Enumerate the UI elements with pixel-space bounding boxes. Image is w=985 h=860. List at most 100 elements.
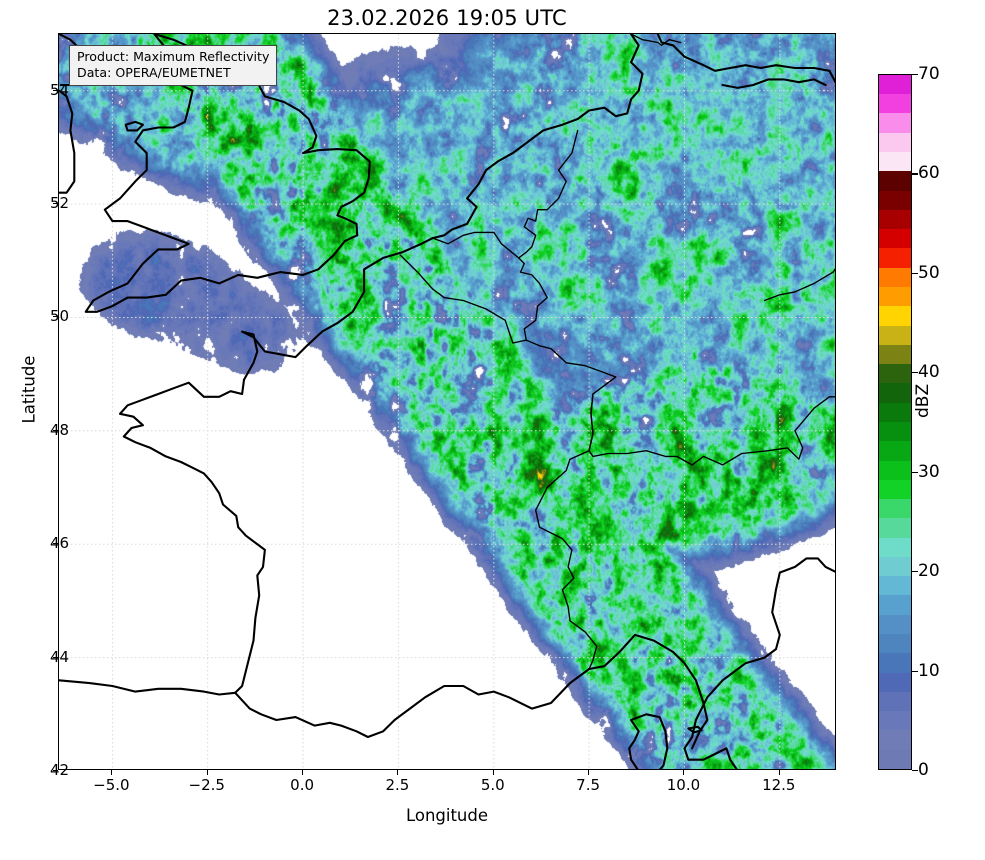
colorbar-band [879, 595, 911, 615]
colorbar-tick-label: 30 [918, 461, 940, 482]
colorbar-band [879, 152, 911, 172]
colorbar-band [879, 306, 911, 326]
x-tick-mark [206, 770, 208, 775]
map-gridlines [59, 34, 835, 769]
x-tick-mark [302, 770, 304, 775]
colorbar-band [879, 248, 911, 268]
border-german-baltic [721, 78, 827, 89]
x-axis-label: Longitude [405, 806, 489, 825]
x-tick-label: −5.0 [93, 776, 130, 794]
colorbar-tick-mark [912, 372, 918, 374]
colorbar-band [879, 190, 911, 210]
colorbar-band [879, 132, 911, 152]
colorbar-band [879, 730, 911, 750]
colorbar-band [879, 325, 911, 345]
colorbar-band [879, 113, 911, 133]
border-elba [687, 725, 703, 734]
colorbar-band [879, 383, 911, 403]
x-tick-mark [588, 770, 590, 775]
x-tick-label: 2.5 [385, 776, 410, 794]
x-tick-label: 12.5 [762, 776, 796, 794]
colorbar-tick-mark [912, 670, 918, 672]
colorbar-band [879, 421, 911, 442]
colorbar-band [879, 634, 911, 654]
border-alps-italy-border [234, 667, 591, 739]
country-borders-layer [59, 34, 835, 769]
colorbar-tick-mark [912, 571, 918, 573]
figure-title: 23.02.2026 19:05 UTC [327, 6, 567, 30]
colorbar-bands [879, 75, 911, 769]
colorbar-band [879, 460, 911, 480]
colorbar-band [879, 672, 911, 692]
y-tick-mark [53, 429, 58, 431]
colorbar-band [879, 691, 911, 712]
product-info-box: Product: Maximum Reflectivity Data: OPER… [69, 45, 278, 87]
x-tick-mark [778, 770, 780, 775]
colorbar-band [879, 75, 911, 95]
border-belgium-nl-border [432, 231, 520, 259]
colorbar-tick-mark [912, 471, 918, 473]
colorbar-tick-label: 40 [918, 362, 940, 383]
y-tick-mark [53, 543, 58, 545]
colorbar-tick-label: 10 [918, 660, 940, 681]
colorbar-band [879, 267, 911, 287]
colorbar-band [879, 576, 911, 596]
colorbar-tick-mark [912, 74, 918, 76]
colorbar-band [879, 479, 911, 500]
x-tick-mark [397, 770, 399, 775]
colorbar-band [879, 614, 911, 635]
colorbar-band [879, 556, 911, 577]
x-tick-label: 7.5 [576, 776, 601, 794]
y-tick-mark [53, 89, 58, 91]
border-german-north-border [630, 34, 682, 46]
map-axes: Product: Maximum Reflectivity Data: OPER… [58, 33, 836, 770]
colorbar-band [879, 209, 911, 230]
colorbar-band [879, 402, 911, 422]
colorbar-band [879, 94, 911, 114]
y-tick-mark [53, 316, 58, 318]
radar-reflectivity-layer [59, 34, 835, 769]
colorbar-tick-label: 70 [918, 64, 940, 84]
border-corsica [628, 713, 669, 769]
colorbar-band [879, 537, 911, 557]
colorbar-band [879, 653, 911, 673]
border-netherlands-border [517, 129, 835, 466]
colorbar-band [879, 749, 911, 769]
x-tick-label: 5.0 [480, 776, 505, 794]
colorbar-band [879, 344, 911, 365]
border-czech-border [763, 268, 835, 302]
border-france-brittany [118, 237, 434, 546]
border-benelux-coast [431, 34, 644, 240]
border-italy-adriatic [683, 557, 835, 769]
colorbar-band [879, 518, 911, 538]
x-tick-mark [111, 770, 113, 775]
border-scotland-ne [84, 34, 371, 313]
colorbar-band [879, 441, 911, 461]
infobox-product-line: Product: Maximum Reflectivity [77, 49, 270, 64]
colorbar-band [879, 229, 911, 249]
colorbar [878, 74, 912, 770]
border-france-east-border [535, 376, 617, 670]
colorbar-tick-label: 50 [918, 262, 940, 283]
y-tick-mark [53, 656, 58, 658]
border-denmark-jutland [656, 34, 835, 84]
border-ireland-east [59, 89, 76, 194]
colorbar-band [879, 171, 911, 191]
y-tick-mark [53, 203, 58, 205]
x-tick-label: 10.0 [666, 776, 701, 794]
colorbar-band [879, 711, 911, 731]
colorbar-tick-mark [912, 272, 918, 275]
x-tick-label: 0.0 [290, 776, 315, 794]
infobox-data-line: Data: OPERA/EUMETNET [77, 65, 231, 81]
border-italy-ligurian [588, 633, 709, 750]
colorbar-tick-label: 20 [918, 561, 940, 582]
border-france-west [59, 543, 266, 696]
colorbar-tick-mark [912, 770, 918, 772]
border-anglesey [124, 120, 144, 132]
colorbar-band [879, 286, 911, 307]
colorbar-band [879, 364, 911, 384]
colorbar-tick-label: 60 [918, 163, 940, 184]
x-tick-label: −2.5 [188, 776, 225, 794]
x-tick-mark [683, 770, 685, 775]
